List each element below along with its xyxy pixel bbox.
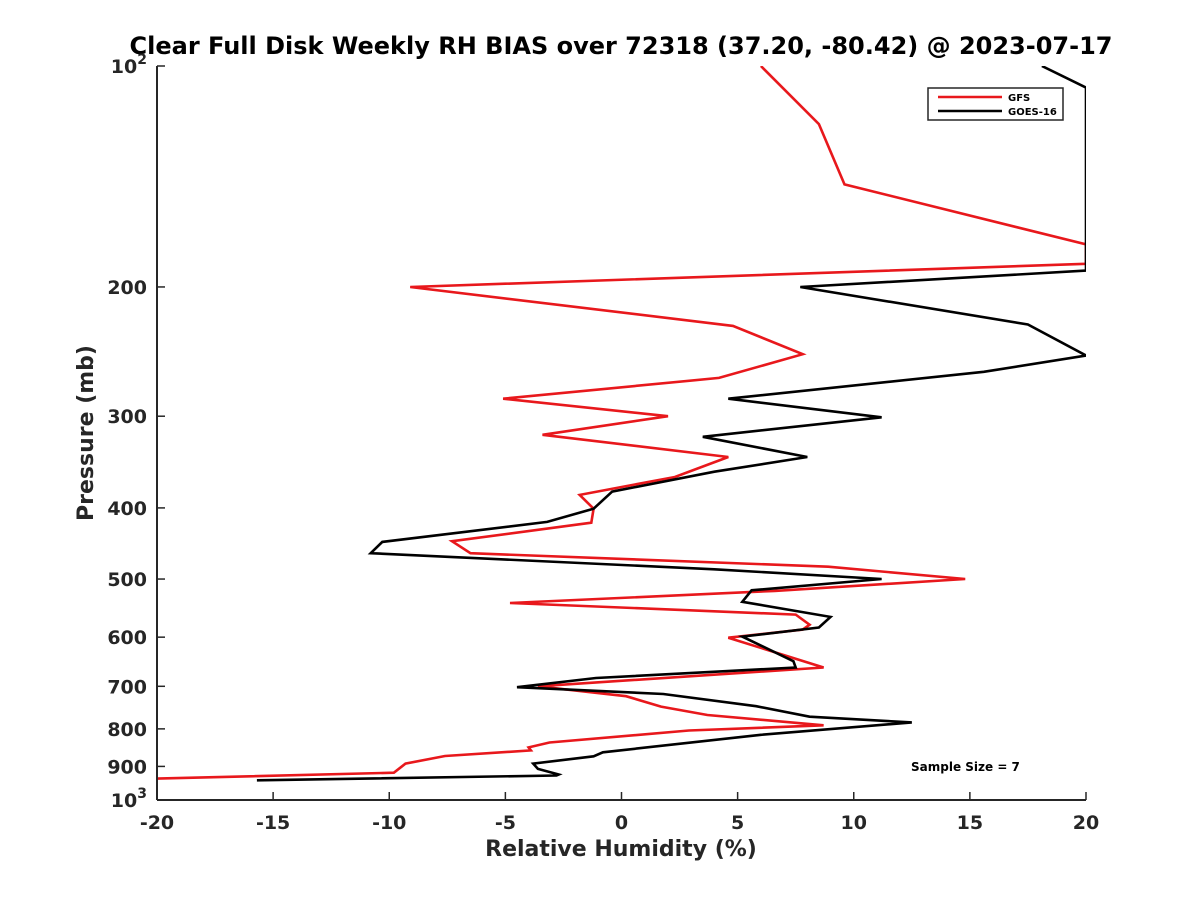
x-tick-label: -5	[495, 812, 516, 834]
chart-title: Clear Full Disk Weekly RH BIAS over 7231…	[130, 32, 1113, 60]
y-axis-label: Pressure (mb)	[74, 345, 99, 521]
x-tick-label: -10	[372, 812, 406, 834]
y-tick-label: 400	[107, 498, 147, 520]
series-layer	[157, 66, 1086, 782]
y-tick-label: 103	[111, 786, 147, 812]
x-tick-label: -20	[140, 812, 174, 834]
x-tick-label: 15	[957, 812, 983, 834]
y-tick-label-exponent: 3	[137, 786, 147, 802]
sample-size-annotation: Sample Size = 7	[911, 760, 1020, 774]
x-axis-label: Relative Humidity (%)	[485, 837, 757, 862]
x-tick-label: 0	[615, 812, 628, 834]
y-tick-label: 200	[107, 277, 147, 299]
y-tick-label-base: 10	[111, 56, 137, 78]
y-tick-label: 500	[107, 569, 147, 591]
y-tick-label-exponent: 2	[137, 52, 147, 68]
y-tick-label: 800	[107, 719, 147, 741]
y-tick-label: 300	[107, 406, 147, 428]
y-tick-label: 102	[111, 52, 147, 78]
x-tick-label: 10	[841, 812, 867, 834]
legend-label-gfs: GFS	[1008, 93, 1030, 104]
x-tick-label: 5	[731, 812, 744, 834]
legend: GFS GOES-16	[927, 87, 1064, 121]
x-tick-label: 20	[1073, 812, 1099, 834]
series-line-gfs	[157, 66, 1086, 780]
y-tick-label: 600	[107, 627, 147, 649]
x-ticks: -20 -15 -10 -5 0 5 10 15 20	[140, 792, 1099, 834]
x-tick-label: -15	[256, 812, 290, 834]
legend-box	[927, 87, 1064, 121]
legend-label-goes16: GOES-16	[1008, 107, 1057, 118]
y-tick-label-base: 10	[111, 790, 137, 812]
series-line-goes16	[256, 66, 1086, 782]
y-tick-label: 700	[107, 676, 147, 698]
y-tick-label: 900	[107, 756, 147, 778]
